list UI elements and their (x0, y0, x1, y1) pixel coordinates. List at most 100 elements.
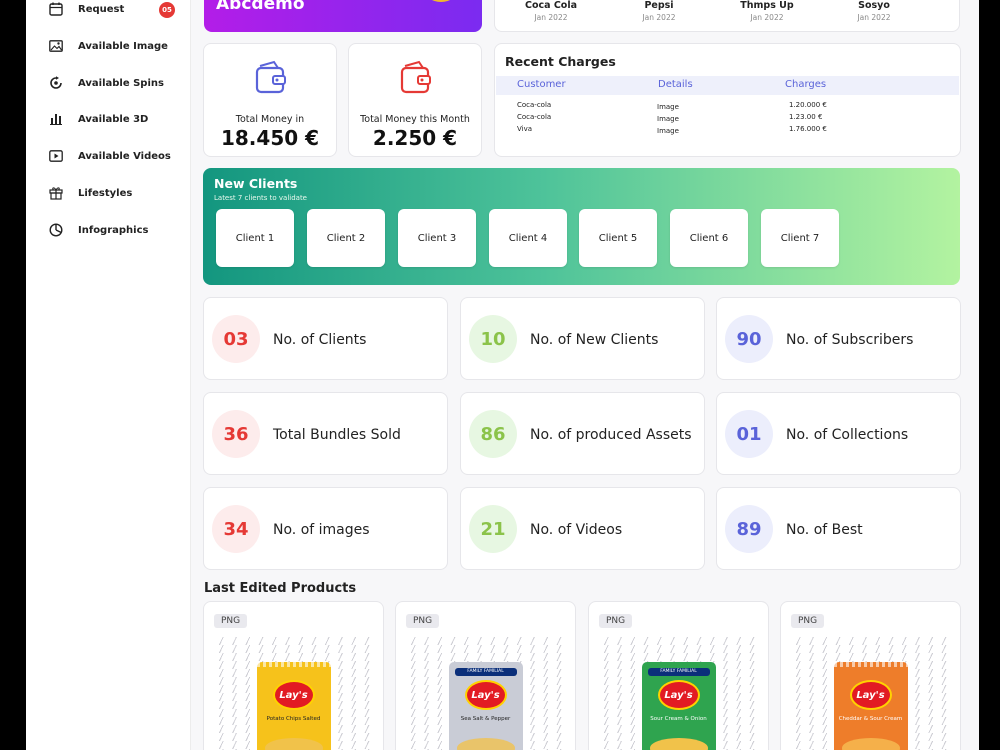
sidebar: Request 05 Available Image Available Spi… (26, 0, 191, 750)
banner-title: Abcdemo (216, 0, 305, 14)
image-icon (48, 38, 64, 54)
coin-icon (424, 0, 458, 2)
table-row[interactable]: Coca-cola Image 1.20.000 € (495, 101, 960, 113)
sidebar-item-available-spins[interactable]: Available Spins (48, 72, 188, 94)
brand-item[interactable]: Pepsi Jan 2022 (609, 0, 709, 22)
brand-item[interactable]: Sosyo Jan 2022 (824, 0, 924, 22)
brand-name: Sosyo (858, 0, 890, 11)
sidebar-item-label: Available Spins (78, 77, 164, 89)
product-card[interactable]: PNG FAMILY FAMILIAL Lay's Sea Salt & Pep… (395, 601, 576, 750)
flavor-text: Sea Salt & Pepper (460, 716, 511, 722)
brand-logo: Lay's (272, 680, 315, 710)
table-row[interactable]: Coca-cola Image 1.23.00 € (495, 113, 960, 125)
wallet-icon (255, 60, 286, 94)
app-window: Request 05 Available Image Available Spi… (26, 0, 979, 750)
brand-logo: Lay's (464, 680, 507, 710)
stat-card-produced-assets[interactable]: 86 No. of produced Assets (460, 392, 705, 475)
client-card[interactable]: Client 6 (670, 209, 748, 267)
sidebar-item-request[interactable]: Request (48, 0, 188, 20)
pie-chart-icon (48, 222, 64, 238)
details-cell: Image (657, 115, 679, 123)
stat-value: 03 (212, 315, 260, 363)
brand-logo: Lay's (849, 680, 892, 710)
sidebar-item-lifestyles[interactable]: Lifestyles (48, 182, 188, 204)
column-header: Details (658, 79, 693, 90)
new-clients-subtitle: Latest 7 clients to validate (214, 194, 307, 202)
product-card[interactable]: PNG Lay's Potato Chips Salted (203, 601, 384, 750)
sidebar-item-available-image[interactable]: Available Image (48, 35, 188, 57)
format-tag: PNG (599, 614, 633, 628)
dashboard-main: Abcdemo Coca Cola Jan 2022 Pepsi Jan 202… (191, 0, 979, 750)
client-card[interactable]: Client 4 (489, 209, 567, 267)
brand-date: Jan 2022 (642, 13, 676, 22)
customer-cell: Coca-cola (517, 101, 552, 109)
stat-value: 01 (725, 410, 773, 458)
client-card[interactable]: Client 7 (761, 209, 839, 267)
customer-cell: Viva (517, 125, 533, 133)
stat-label: No. of Clients (273, 332, 367, 348)
table-row[interactable]: Viva Image 1.76.000 € (495, 125, 960, 137)
client-card[interactable]: Client 5 (579, 209, 657, 267)
product-card[interactable]: PNG Lay's Cheddar & Sour Cream (780, 601, 961, 750)
bag-crimp (833, 662, 908, 667)
client-card[interactable]: Client 2 (307, 209, 385, 267)
client-card[interactable]: Client 3 (398, 209, 476, 267)
total-money-card: Total Money in 18.450 € (203, 43, 337, 157)
month-money-card: Total Money this Month 2.250 € (348, 43, 482, 157)
recent-charges-card: Recent Charges Customer Details Charges … (494, 43, 961, 157)
flavor-text: Potato Chips Salted (266, 716, 321, 722)
format-tag: PNG (791, 614, 825, 628)
product-image: FAMILY FAMILIAL Lay's Sour Cream & Onion (641, 662, 716, 750)
details-cell: Image (657, 103, 679, 111)
flavor-text: Sour Cream & Onion (650, 716, 707, 722)
customer-cell: Coca-cola (517, 113, 552, 121)
sidebar-item-label: Available Videos (78, 150, 171, 162)
stat-card-collections[interactable]: 01 No. of Collections (716, 392, 961, 475)
stat-card-videos[interactable]: 21 No. of Videos (460, 487, 705, 570)
last-edited-title: Last Edited Products (204, 581, 357, 596)
bar-chart-icon (48, 111, 64, 127)
brand-item[interactable]: Thmps Up Jan 2022 (717, 0, 817, 22)
stat-card-images[interactable]: 34 No. of images (203, 487, 448, 570)
sidebar-item-label: Available 3D (78, 113, 149, 125)
stat-label: No. of New Clients (530, 332, 659, 348)
stat-card-new-clients[interactable]: 10 No. of New Clients (460, 297, 705, 380)
family-banner: FAMILY FAMILIAL (647, 668, 710, 676)
recent-charges-title: Recent Charges (505, 54, 616, 69)
column-header: Charges (785, 79, 827, 90)
brand-date: Jan 2022 (857, 13, 891, 22)
total-money-label: Total Money in (235, 114, 305, 125)
product-card[interactable]: PNG FAMILY FAMILIAL Lay's Sour Cream & O… (588, 601, 769, 750)
total-money-value: 18.450 € (220, 126, 320, 150)
brand-name: Thmps Up (740, 0, 794, 11)
column-header: Customer (517, 79, 566, 90)
brand-strip: Coca Cola Jan 2022 Pepsi Jan 2022 Thmps … (494, 0, 960, 32)
brand-item[interactable]: Coca Cola Jan 2022 (501, 0, 601, 22)
product-image: Lay's Potato Chips Salted (256, 662, 331, 750)
client-card[interactable]: Client 1 (216, 209, 294, 267)
stat-value: 21 (469, 505, 517, 553)
charge-cell: 1.76.000 € (789, 125, 827, 133)
gift-icon (48, 185, 64, 201)
stat-value: 89 (725, 505, 773, 553)
month-money-value: 2.250 € (372, 126, 458, 150)
sidebar-item-available-3d[interactable]: Available 3D (48, 108, 188, 130)
stat-card-bundles-sold[interactable]: 36 Total Bundles Sold (203, 392, 448, 475)
brand-name: Coca Cola (524, 0, 577, 11)
sidebar-item-infographics[interactable]: Infographics (48, 219, 188, 241)
welcome-banner: Abcdemo (204, 0, 482, 32)
sidebar-item-available-videos[interactable]: Available Videos (48, 145, 188, 167)
stat-value: 34 (212, 505, 260, 553)
brand-name: Pepsi (644, 0, 674, 11)
stat-value: 86 (469, 410, 517, 458)
stat-card-clients[interactable]: 03 No. of Clients (203, 297, 448, 380)
stat-card-best[interactable]: 89 No. of Best (716, 487, 961, 570)
stat-label: No. of images (273, 522, 370, 538)
stat-label: No. of produced Assets (530, 427, 692, 443)
stat-card-subscribers[interactable]: 90 No. of Subscribers (716, 297, 961, 380)
charge-cell: 1.20.000 € (789, 101, 827, 109)
stat-label: No. of Collections (786, 427, 909, 443)
stat-value: 10 (469, 315, 517, 363)
stat-value: 90 (725, 315, 773, 363)
flavor-text: Cheddar & Sour Cream (838, 716, 903, 722)
